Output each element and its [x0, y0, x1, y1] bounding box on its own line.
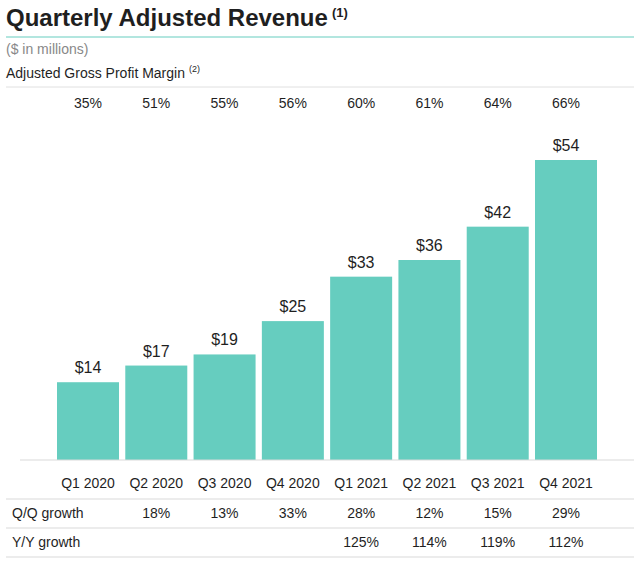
bar: [194, 354, 256, 460]
x-tick-label: Q3 2020: [198, 475, 252, 491]
x-tick-label: Q1 2021: [334, 475, 388, 491]
bars: [57, 160, 597, 460]
row-value: 29%: [552, 505, 580, 521]
row-value: 112%: [549, 534, 584, 550]
bar: [125, 366, 187, 460]
subtitle: ($ in millions): [6, 41, 88, 57]
bar: [398, 260, 460, 460]
data-label: $36: [416, 237, 443, 254]
row-value: 55%: [211, 95, 239, 111]
row-value: 51%: [142, 95, 170, 111]
bar: [262, 321, 324, 460]
bar: [535, 160, 597, 460]
x-tick-label: Q2 2021: [403, 475, 457, 491]
row-value: 56%: [279, 95, 307, 111]
row-value: 60%: [347, 95, 375, 111]
row-value: 15%: [484, 505, 512, 521]
row-label: Y/Y growth: [12, 534, 80, 550]
row-value: 125%: [343, 534, 379, 550]
row-value: 33%: [279, 505, 307, 521]
row-label: Adjusted Gross Profit Margin (2): [6, 64, 200, 81]
title-rule: [6, 37, 634, 38]
data-label: $17: [143, 343, 170, 360]
title: Quarterly Adjusted Revenue (1): [6, 4, 348, 31]
row-value: 13%: [211, 505, 239, 521]
row-rule: [6, 499, 634, 500]
chart: Quarterly Adjusted Revenue (1) ($ in milli…: [0, 0, 640, 565]
row-value: 114%: [412, 534, 447, 550]
row-value: 12%: [415, 505, 443, 521]
row-value: 66%: [552, 95, 580, 111]
row-value: 28%: [347, 505, 375, 521]
row-value: 61%: [415, 95, 443, 111]
bar: [330, 277, 392, 460]
x-tick-label: Q4 2021: [539, 475, 593, 491]
row-footnote: (2): [189, 64, 200, 74]
data-label: $25: [280, 298, 307, 315]
x-tick-label: Q4 2020: [266, 475, 320, 491]
x-tick-label: Q2 2020: [129, 475, 183, 491]
bar: [467, 227, 529, 460]
row-rule: [6, 557, 634, 558]
row-value: 18%: [142, 505, 170, 521]
x-tick-label: Q3 2021: [471, 475, 525, 491]
row-label-text: Adjusted Gross Profit Margin: [6, 65, 185, 81]
title-footnote: (1): [332, 5, 348, 20]
bar: [57, 382, 119, 460]
data-label: $33: [348, 254, 375, 271]
row-value: 64%: [484, 95, 512, 111]
title-text: Quarterly Adjusted Revenue: [6, 4, 328, 31]
data-label: $14: [75, 359, 102, 376]
data-label: $19: [211, 331, 238, 348]
row-value: 119%: [480, 534, 515, 550]
row-label: Q/Q growth: [12, 505, 84, 521]
row-rule: [6, 528, 634, 529]
baseline: [20, 460, 634, 461]
row-rule: [6, 87, 634, 88]
row-value: 35%: [74, 95, 102, 111]
x-tick-label: Q1 2020: [61, 475, 115, 491]
data-label: $54: [553, 137, 580, 154]
data-label: $42: [484, 204, 511, 221]
